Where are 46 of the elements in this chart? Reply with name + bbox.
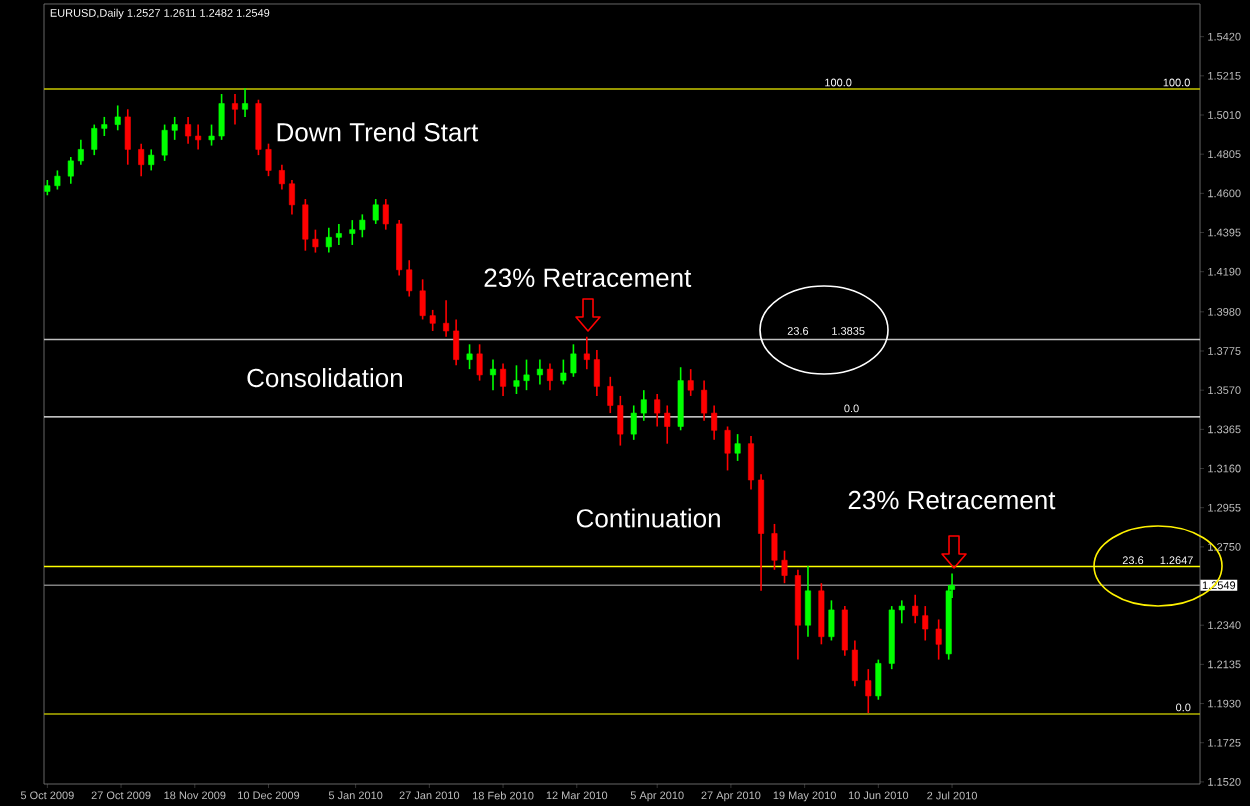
candlestick [851,639,858,688]
candlestick [466,343,473,370]
annotation: Down Trend Start [277,122,479,142]
candlestick [536,358,543,386]
candlestick [453,318,460,367]
candlestick [443,299,450,338]
candlestick [372,198,379,225]
candlestick [875,658,882,701]
candlestick [67,156,74,185]
candlestick [325,226,332,254]
candlestick [593,349,600,397]
candlestick [148,148,155,172]
candlestick [828,599,835,642]
annotation: Consolidation [247,368,402,388]
candlestick [677,366,684,432]
candlestick [138,142,145,177]
candlestick [687,368,694,397]
candlestick [546,362,553,391]
candlestick [804,565,811,638]
candlestick [583,335,590,370]
candlestick [818,582,825,646]
candlestick [734,433,741,462]
candlestick [124,108,131,166]
candlestick [841,605,848,657]
annotation: 23% Retracement [484,268,692,287]
candlestick [232,93,238,126]
candlestick [711,404,718,441]
candlestick [865,668,872,714]
candlestick [335,223,342,246]
candlestick [77,139,84,166]
candlestick [382,198,389,231]
candlestick [278,163,285,191]
candlestick [195,123,202,151]
candlestick [748,435,754,491]
annotation: 23% Retracement [848,490,1056,510]
candlestick [935,618,942,661]
candlestick [490,358,496,391]
candlestick [185,116,192,145]
candlestick [701,379,708,422]
candlestick [114,104,121,132]
candlestick [242,87,249,118]
annotation: Continuation [576,508,720,528]
candlestick [476,343,483,382]
candlestick [288,179,295,216]
candlestick [500,362,507,397]
candlestick [724,425,731,472]
